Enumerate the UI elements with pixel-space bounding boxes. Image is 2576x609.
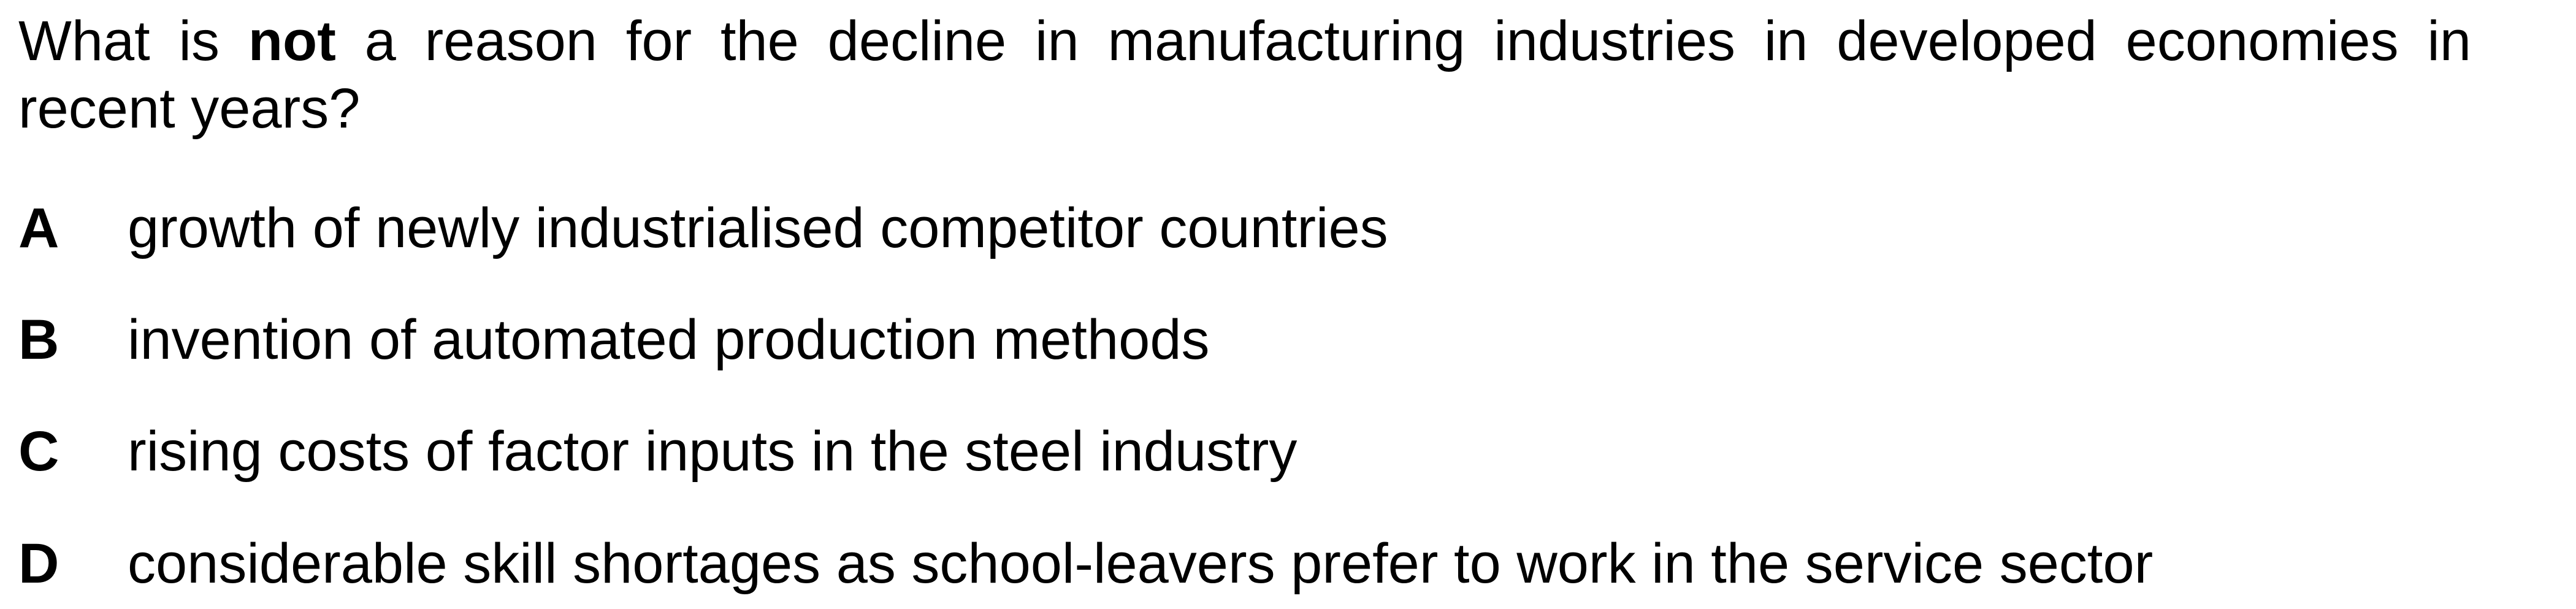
option-b[interactable]: B invention of automated production meth…: [18, 306, 1210, 373]
option-c[interactable]: C rising costs of factor inputs in the s…: [18, 418, 1297, 485]
question-word: the: [720, 10, 799, 72]
option-text: invention of automated production method…: [128, 308, 1210, 371]
question-word: for: [625, 10, 692, 72]
question-word: manufacturing: [1107, 10, 1466, 72]
question-word: a: [364, 10, 396, 72]
question-word: developed: [1836, 10, 2097, 72]
option-d[interactable]: D considerable skill shortages as school…: [18, 530, 2153, 597]
question-word: in: [1764, 10, 1808, 72]
question-stem: What is not a reason for the decline in …: [18, 7, 2471, 142]
option-text: rising costs of factor inputs in the ste…: [128, 420, 1298, 483]
question-word: industries: [1494, 10, 1736, 72]
option-letter: D: [18, 532, 59, 595]
question-line-2: recent years?: [18, 77, 361, 140]
question-word: economies: [2125, 10, 2399, 72]
question-line-1: What is not a reason for the decline in …: [18, 7, 2471, 75]
question-emphasis-not: not: [248, 10, 336, 72]
option-letter: A: [18, 197, 59, 259]
question-word: What: [18, 10, 150, 72]
question-word: reason: [424, 10, 597, 72]
question-word: decline: [827, 10, 1007, 72]
option-text: growth of newly industrialised competito…: [128, 197, 1388, 259]
question-word: in: [2427, 10, 2471, 72]
option-letter: C: [18, 420, 59, 483]
question-word: in: [1035, 10, 1079, 72]
question-word: is: [178, 10, 220, 72]
option-text: considerable skill shortages as school-l…: [128, 532, 2154, 595]
option-a[interactable]: A growth of newly industrialised competi…: [18, 194, 1388, 262]
option-letter: B: [18, 308, 59, 371]
